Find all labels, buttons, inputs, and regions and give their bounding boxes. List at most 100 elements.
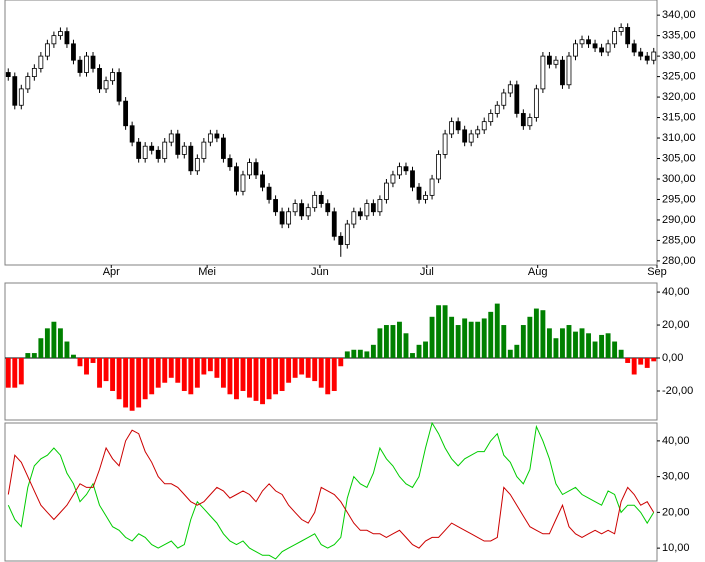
candle-body (181, 145, 187, 155)
bar (533, 308, 539, 359)
bar (31, 353, 37, 359)
candle-body (481, 121, 487, 131)
bar (475, 321, 481, 359)
bar (573, 331, 578, 359)
bar (240, 358, 246, 391)
candle-body (325, 203, 331, 213)
candle-body (207, 133, 213, 143)
x-tick-label: Mei (198, 266, 216, 278)
candle-body (514, 84, 520, 114)
candle-body (5, 72, 11, 77)
candle-body (279, 211, 285, 225)
bar (181, 358, 187, 391)
candle-body (90, 55, 96, 69)
candle-body (384, 182, 389, 200)
bar (527, 316, 533, 359)
candle-body (416, 186, 422, 200)
bar (286, 358, 292, 383)
bar (501, 325, 507, 359)
bar (84, 358, 89, 375)
candle-body (605, 43, 611, 53)
bar (175, 358, 181, 383)
bar (103, 358, 109, 382)
bar (468, 321, 474, 359)
panel-frame (4, 422, 658, 562)
y-tick-label: 305,00 (662, 152, 696, 164)
bar (436, 305, 442, 359)
y-tick-label: 330,00 (662, 50, 696, 62)
bar (449, 316, 455, 359)
candle-body (357, 211, 363, 217)
candle-body (468, 133, 474, 143)
candle-body (638, 51, 644, 57)
candle-body (25, 76, 31, 90)
y-tick-label: 40,00 (662, 435, 690, 447)
bar (253, 358, 259, 401)
bar (494, 303, 500, 359)
candle-body (455, 121, 461, 131)
candle-body (631, 43, 637, 53)
y-tick-label: 30,00 (662, 471, 690, 483)
candle-body (520, 113, 526, 127)
y-tick-label: 340,00 (662, 9, 696, 21)
candle-body (305, 207, 311, 217)
bar (540, 310, 546, 359)
candle-body (260, 174, 265, 188)
candle-body (77, 59, 83, 73)
bar (612, 341, 618, 359)
candle-body (201, 141, 207, 159)
candle-body (442, 133, 448, 155)
bar (605, 333, 611, 359)
candle-body (155, 149, 161, 159)
candle-body (501, 92, 507, 106)
bar (292, 358, 298, 378)
y-tick-label: 335,00 (662, 30, 696, 42)
bar (586, 333, 591, 359)
bar (403, 333, 409, 359)
candle-body (136, 141, 142, 159)
candle-body (71, 43, 76, 61)
candle-body (586, 39, 591, 45)
candle-body (299, 203, 305, 217)
bar (357, 349, 363, 359)
y-tick-label: 325,00 (662, 70, 696, 82)
bar (201, 358, 207, 375)
candle-body (566, 55, 572, 86)
bar (149, 358, 155, 395)
bar (77, 358, 83, 367)
bar (514, 344, 520, 359)
bar (12, 358, 18, 388)
candle-body (338, 235, 344, 245)
x-tick-label: Jul (420, 266, 434, 278)
bar (338, 358, 344, 367)
line (7, 429, 655, 549)
bar (71, 354, 76, 359)
bar (599, 334, 605, 359)
bar (194, 358, 200, 388)
candle-body (312, 194, 318, 209)
y-tick-label: 280,00 (662, 255, 696, 267)
y-tick-label: 295,00 (662, 193, 696, 205)
candle-body (351, 211, 357, 225)
bar (410, 353, 415, 359)
line (7, 421, 655, 560)
candle-body (38, 55, 44, 69)
bar (546, 328, 552, 359)
candle-body (436, 154, 441, 180)
bar (51, 321, 57, 359)
candle-body (31, 68, 37, 77)
bar (325, 358, 331, 395)
candle-body (221, 137, 226, 159)
bar (618, 349, 624, 359)
bar (155, 358, 161, 388)
bar (390, 325, 396, 359)
bar (136, 358, 142, 408)
candle-body (12, 76, 18, 106)
candle-body (625, 27, 631, 45)
bar (579, 328, 585, 359)
bar (129, 358, 135, 411)
bar (364, 351, 370, 359)
candle-body (168, 133, 174, 143)
y-tick-label: 20,00 (662, 319, 690, 331)
